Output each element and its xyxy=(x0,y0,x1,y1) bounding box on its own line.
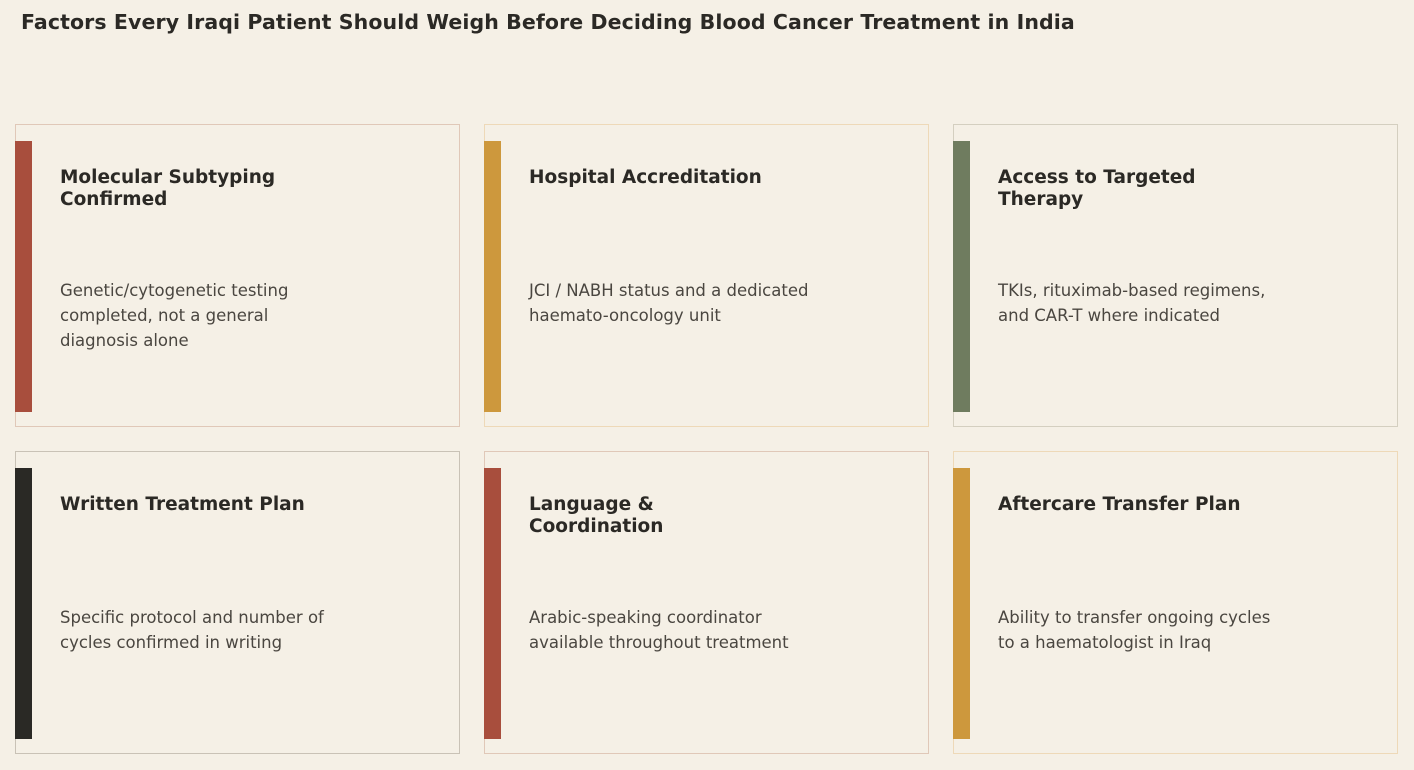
factor-card-written-plan: Written Treatment Plan Specific protocol… xyxy=(15,451,460,754)
card-title: Molecular Subtyping Confirmed xyxy=(60,167,276,210)
card-description: JCI / NABH status and a dedicated haemat… xyxy=(529,281,809,325)
accent-bar xyxy=(484,141,501,412)
card-description: Specific protocol and number of cycles c… xyxy=(60,608,324,652)
factor-card-hospital-accreditation: Hospital Accreditation JCI / NABH status… xyxy=(484,124,929,427)
page-title: Factors Every Iraqi Patient Should Weigh… xyxy=(21,10,1075,34)
accent-bar xyxy=(15,141,32,412)
accent-bar xyxy=(953,468,970,739)
factor-card-aftercare-transfer: Aftercare Transfer Plan Ability to trans… xyxy=(953,451,1398,754)
factor-card-molecular-subtyping: Molecular Subtyping Confirmed Genetic/cy… xyxy=(15,124,460,427)
card-description: TKIs, rituximab-based regimens, and CAR-… xyxy=(998,281,1266,325)
card-title: Written Treatment Plan xyxy=(60,494,305,515)
card-title: Access to Targeted Therapy xyxy=(998,167,1196,210)
card-title: Language & Coordination xyxy=(529,494,664,537)
card-description: Arabic-speaking coordinator available th… xyxy=(529,608,789,652)
card-title: Hospital Accreditation xyxy=(529,167,762,188)
factor-card-targeted-therapy: Access to Targeted Therapy TKIs, rituxim… xyxy=(953,124,1398,427)
card-description: Ability to transfer ongoing cycles to a … xyxy=(998,608,1271,652)
factor-card-language-coordination: Language & Coordination Arabic-speaking … xyxy=(484,451,929,754)
accent-bar xyxy=(953,141,970,412)
card-description: Genetic/cytogenetic testing completed, n… xyxy=(60,281,289,350)
accent-bar xyxy=(15,468,32,739)
accent-bar xyxy=(484,468,501,739)
card-title: Aftercare Transfer Plan xyxy=(998,494,1241,515)
